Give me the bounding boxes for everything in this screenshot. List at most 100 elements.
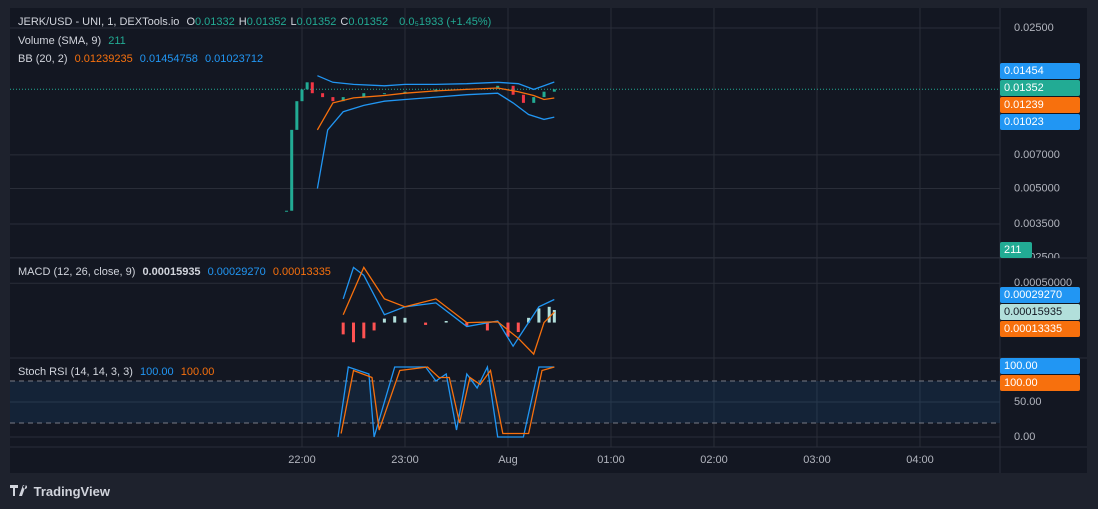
pane-macd-pane: 0.00050000 xyxy=(10,277,1072,289)
ohlc: O0.01332 H0.01352 L0.01352 C0.01352 xyxy=(186,16,392,28)
candle xyxy=(532,97,536,103)
indicator-name: BB (20, 2) xyxy=(18,53,68,65)
price-badge-label: 0.01352 xyxy=(1004,82,1044,94)
series-line xyxy=(316,87,555,131)
price-badge-label: 0.00015935 xyxy=(1004,306,1062,318)
ohlc-label: C xyxy=(340,16,349,28)
ohlc-value: 0.01352 xyxy=(246,16,287,28)
x-tick-label: 03:00 xyxy=(803,454,831,466)
x-tick-label: 23:00 xyxy=(391,454,419,466)
indicator-value: 100.00 xyxy=(140,366,174,378)
y-tick-label: 0.007000 xyxy=(1014,149,1060,161)
candle xyxy=(341,97,345,102)
indicator-name: Stoch RSI (14, 14, 3, 3) xyxy=(18,366,133,378)
y-tick-label: 50.00 xyxy=(1014,396,1042,408)
candle xyxy=(362,93,366,98)
y-tick-label: 0.00 xyxy=(1014,431,1035,443)
legend-bb-row: BB (20, 2) 0.01239235 0.01454758 0.01023… xyxy=(18,53,267,65)
pane-plot xyxy=(10,75,1000,212)
histogram-bar xyxy=(372,322,376,331)
candle xyxy=(285,210,289,212)
price-badge-label: 0.01023 xyxy=(1004,116,1044,128)
histogram-bar xyxy=(351,322,355,343)
ohlc-value: 0.01352 xyxy=(348,16,389,28)
series-line xyxy=(337,364,555,438)
indicator-value: 0.01454758 xyxy=(139,53,198,65)
price-badge-label: 0.00029270 xyxy=(1004,289,1062,301)
brand-logo[interactable]: TradingView xyxy=(10,484,110,499)
price-badge-label: 0.01239 xyxy=(1004,99,1044,111)
stoch-band xyxy=(10,381,1000,424)
price-badge xyxy=(1000,358,1080,374)
logo-icon xyxy=(10,485,28,496)
y-tick-label: 0.003500 xyxy=(1014,218,1060,230)
price-badge-label: 211 xyxy=(1004,244,1022,256)
histogram-bar xyxy=(527,317,531,323)
y-tick-label: 0.02500 xyxy=(1014,22,1054,34)
series-line xyxy=(316,92,555,189)
candle xyxy=(300,89,304,102)
y-tick-label: 0.002500 xyxy=(1014,252,1060,264)
candle xyxy=(521,94,525,103)
legend-volume-row: Volume (SMA, 9) 211 xyxy=(18,35,130,47)
candle xyxy=(552,89,556,92)
legend-stoch-row: Stoch RSI (14, 14, 3, 3) 100.00 100.00 xyxy=(18,366,218,378)
histogram-bar xyxy=(382,318,386,323)
price-badge xyxy=(1000,114,1080,130)
series-line xyxy=(342,266,555,356)
chart-background xyxy=(10,8,1087,473)
price-badge xyxy=(1000,97,1080,113)
legend-macd-row: MACD (12, 26, close, 9) 0.00015935 0.000… xyxy=(18,266,335,278)
indicator-value: 0.01023712 xyxy=(204,53,264,65)
ohlc-label: H xyxy=(238,16,247,28)
ohlc-label: L xyxy=(290,16,297,28)
x-tick-label: 01:00 xyxy=(597,454,625,466)
candle xyxy=(295,101,299,130)
histogram-bar xyxy=(516,322,520,333)
indicator-value: 211 xyxy=(108,35,126,47)
ohlc-value: 0.01352 xyxy=(296,16,337,28)
histogram-bar xyxy=(393,316,397,323)
pane-plot xyxy=(10,364,1000,438)
histogram-bar xyxy=(362,322,366,339)
series-line xyxy=(340,366,555,435)
symbol: JERK/USD - UNI, 1, DEXTools.io xyxy=(18,16,180,28)
change: 0.0₅1933 (+1.45%) xyxy=(399,16,492,28)
price-badge-label: 0.00013335 xyxy=(1004,323,1062,335)
candle xyxy=(321,93,325,98)
indicator-value: 100.00 xyxy=(180,366,215,378)
candle xyxy=(403,91,407,94)
histogram-bar xyxy=(341,322,345,335)
candle xyxy=(305,82,309,90)
x-tick-label: 22:00 xyxy=(288,454,316,466)
candle xyxy=(542,91,546,98)
x-tick-label: 04:00 xyxy=(906,454,934,466)
histogram-bar xyxy=(552,310,556,323)
ohlc-label: O xyxy=(186,16,195,28)
candle xyxy=(310,82,314,94)
price-badge xyxy=(1000,80,1080,96)
price-badge xyxy=(1000,304,1080,320)
indicator-value: 0.01239235 xyxy=(74,53,133,65)
price-badge xyxy=(1000,321,1080,337)
indicator-name: Volume (SMA, 9) xyxy=(18,35,102,47)
pane-price-pane: 0.02500 0.007000 0.005000 0.003500 0.002500 xyxy=(10,22,1060,264)
histogram-bar xyxy=(537,308,541,323)
price-badge-label: 0.01454 xyxy=(1004,65,1044,77)
histogram-bar xyxy=(444,320,448,323)
legend-symbol-row: JERK/USD - UNI, 1, DEXTools.io O0.01332 H… xyxy=(18,16,495,28)
candle xyxy=(496,85,500,89)
histogram-bar xyxy=(424,322,428,325)
y-tick-label: 0.005000 xyxy=(1014,182,1060,194)
series-line xyxy=(317,75,555,91)
price-badge xyxy=(1000,242,1032,258)
price-badge xyxy=(1000,287,1080,303)
indicator-name: MACD (12, 26, close, 9) xyxy=(18,266,136,278)
indicator-value: 0.00015935 xyxy=(142,266,201,278)
candle xyxy=(290,129,294,211)
histogram-bar xyxy=(547,306,551,323)
ohlc-value: 0.01332 xyxy=(195,16,235,28)
histogram-bar xyxy=(485,322,489,331)
